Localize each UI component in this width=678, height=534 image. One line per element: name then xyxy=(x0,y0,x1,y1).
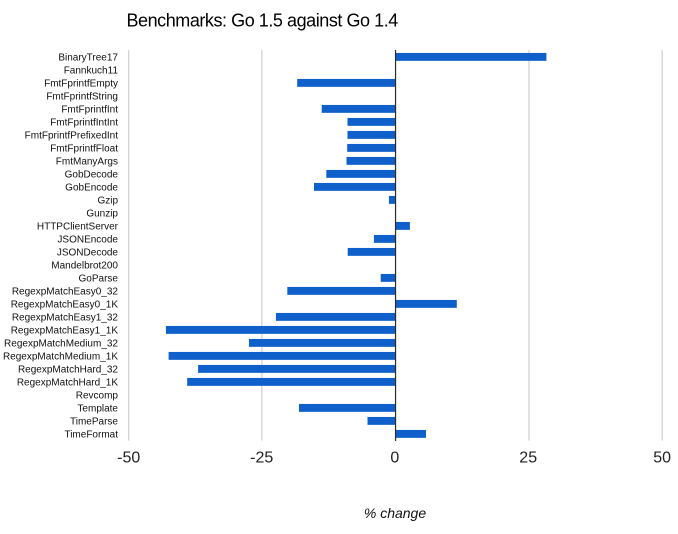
svg-text:% change: % change xyxy=(364,505,426,521)
svg-text:-50: -50 xyxy=(117,450,140,467)
svg-text:RegexpMatchEasy0_1K: RegexpMatchEasy0_1K xyxy=(11,300,119,311)
svg-text:RegexpMatchEasy0_32: RegexpMatchEasy0_32 xyxy=(12,287,119,298)
svg-text:RegexpMatchHard_32: RegexpMatchHard_32 xyxy=(18,365,118,376)
svg-text:FmtFprintfPrefixedInt: FmtFprintfPrefixedInt xyxy=(25,131,119,142)
svg-text:50: 50 xyxy=(653,450,671,467)
svg-text:GobDecode: GobDecode xyxy=(65,170,119,181)
svg-text:FmtFprintfIntInt: FmtFprintfIntInt xyxy=(50,118,118,129)
svg-text:JSONDecode: JSONDecode xyxy=(57,248,119,259)
svg-text:Mandelbrot200: Mandelbrot200 xyxy=(51,261,118,272)
svg-text:RegexpMatchEasy1_1K: RegexpMatchEasy1_1K xyxy=(11,326,119,337)
svg-text:Gzip: Gzip xyxy=(97,196,118,207)
svg-text:BinaryTree17: BinaryTree17 xyxy=(58,53,118,64)
svg-text:Revcomp: Revcomp xyxy=(76,391,119,402)
svg-text:FmtManyArgs: FmtManyArgs xyxy=(56,157,118,168)
svg-text:Template: Template xyxy=(77,404,118,415)
svg-text:25: 25 xyxy=(519,450,537,467)
svg-text:GobEncode: GobEncode xyxy=(65,183,118,194)
svg-text:RegexpMatchHard_1K: RegexpMatchHard_1K xyxy=(17,378,118,389)
svg-text:TimeFormat: TimeFormat xyxy=(64,430,118,441)
svg-text:JSONEncode: JSONEncode xyxy=(57,235,118,246)
svg-text:TimeParse: TimeParse xyxy=(70,417,118,428)
svg-text:RegexpMatchMedium_32: RegexpMatchMedium_32 xyxy=(4,339,118,350)
svg-text:FmtFprintfEmpty: FmtFprintfEmpty xyxy=(44,79,118,90)
svg-text:Gunzip: Gunzip xyxy=(86,209,118,220)
svg-text:RegexpMatchMedium_1K: RegexpMatchMedium_1K xyxy=(3,352,118,363)
svg-text:Benchmarks: Go 1.5 against Go: Benchmarks: Go 1.5 against Go 1.4 xyxy=(127,10,399,30)
svg-text:FmtFprintfString: FmtFprintfString xyxy=(46,92,118,103)
svg-text:RegexpMatchEasy1_32: RegexpMatchEasy1_32 xyxy=(12,313,119,324)
svg-text:FmtFprintfInt: FmtFprintfInt xyxy=(61,105,118,116)
svg-text:-25: -25 xyxy=(250,450,273,467)
svg-text:FmtFprintfFloat: FmtFprintfFloat xyxy=(50,144,118,155)
svg-text:0: 0 xyxy=(390,450,399,467)
svg-text:GoParse: GoParse xyxy=(79,274,119,285)
svg-text:Fannkuch11: Fannkuch11 xyxy=(64,66,119,77)
svg-text:HTTPClientServer: HTTPClientServer xyxy=(37,222,119,233)
